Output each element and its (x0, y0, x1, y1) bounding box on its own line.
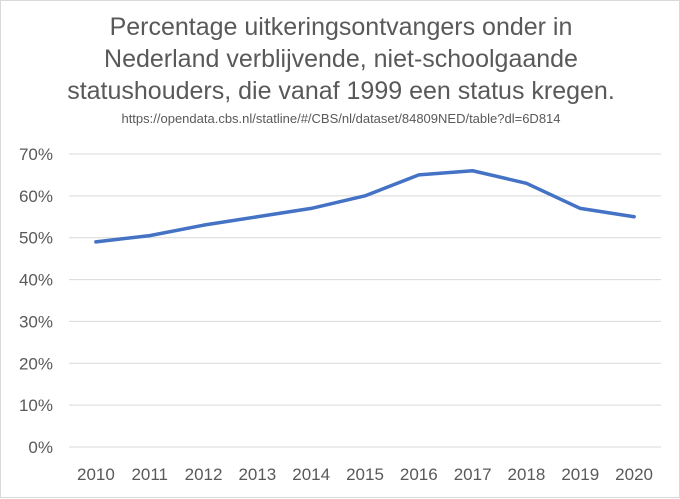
chart-title: Percentage uitkeringsontvangers onder in… (67, 13, 615, 105)
x-tick-label: 2010 (77, 465, 115, 484)
data-point (578, 206, 582, 210)
y-tick-label: 30% (19, 312, 53, 331)
data-point (202, 223, 206, 227)
y-tick-label: 10% (19, 396, 53, 415)
data-point (524, 181, 528, 185)
x-tick-label: 2014 (292, 465, 330, 484)
data-point (94, 240, 98, 244)
data-point (148, 234, 152, 238)
data-point (309, 206, 313, 210)
x-tick-label: 2018 (508, 465, 546, 484)
y-tick-label: 0% (28, 438, 53, 457)
y-tick-label: 20% (19, 354, 53, 373)
x-tick-label: 2011 (131, 465, 168, 484)
data-point (417, 173, 421, 177)
data-point (632, 215, 636, 219)
x-tick-label: 2013 (238, 465, 276, 484)
chart-subtitle: https://opendata.cbs.nl/statline/#/CBS/n… (121, 111, 561, 126)
data-point (363, 194, 367, 198)
x-tick-label: 2015 (346, 465, 384, 484)
x-tick-label: 2012 (185, 465, 223, 484)
y-tick-label: 40% (19, 271, 53, 290)
data-point (471, 169, 475, 173)
series-line (94, 168, 636, 244)
data-point (255, 215, 259, 219)
x-tick-label: 2017 (454, 465, 492, 484)
y-tick-label: 60% (19, 187, 53, 206)
x-tick-label: 2019 (561, 465, 599, 484)
x-tick-label: 2020 (615, 465, 653, 484)
y-tick-label: 70% (19, 145, 53, 164)
y-tick-label: 50% (19, 229, 53, 248)
x-tick-label: 2016 (400, 465, 438, 484)
